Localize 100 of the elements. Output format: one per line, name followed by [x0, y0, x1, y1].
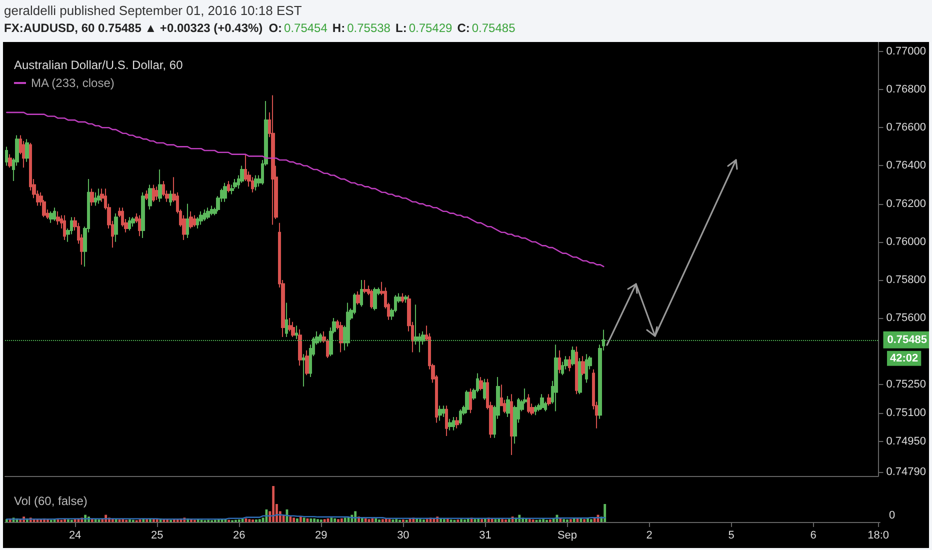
- candlestick: [445, 405, 448, 437]
- candlestick: [291, 321, 295, 338]
- bar: [443, 519, 446, 522]
- bar: [480, 519, 484, 522]
- bar: [456, 519, 460, 522]
- x-tick-label: 26: [233, 530, 246, 542]
- bar: [313, 518, 316, 522]
- candlestick: [479, 376, 483, 391]
- y-tick-label: 0.77000: [886, 46, 926, 58]
- candlestick: [363, 279, 367, 294]
- bar: [128, 519, 131, 522]
- candlestick: [455, 416, 459, 429]
- candlestick: [452, 416, 455, 431]
- candlestick: [148, 184, 152, 210]
- candlestick: [271, 94, 275, 226]
- text: FX:AUDUSD, 60 0.75485 ▲ +0.00323 (+0.43%): [4, 21, 263, 35]
- candlestick: [285, 302, 288, 338]
- candlestick: [56, 210, 60, 226]
- candlestick: [97, 188, 101, 204]
- bar: [292, 518, 296, 522]
- bar: [548, 519, 552, 522]
- candlestick: [442, 405, 445, 418]
- candlestick: [558, 350, 561, 374]
- candlestick: [339, 321, 343, 353]
- candlestick: [169, 190, 172, 206]
- candlestick: [534, 405, 537, 416]
- bar: [422, 519, 425, 522]
- candlestick: [506, 396, 510, 418]
- candlestick: [448, 418, 452, 431]
- line-series: [6, 112, 604, 268]
- bar: [402, 519, 404, 522]
- candlestick: [571, 346, 575, 366]
- y-tick-label: 0.76200: [886, 198, 926, 210]
- candlestick: [404, 294, 408, 304]
- candlestick: [568, 356, 571, 372]
- bar: [392, 519, 394, 522]
- candlestick: [346, 302, 350, 348]
- bar: [572, 518, 576, 522]
- bar: [337, 519, 340, 522]
- candlestick: [540, 394, 544, 410]
- candlestick: [53, 207, 56, 222]
- bar: [569, 519, 572, 522]
- x-tick-label: 24: [68, 530, 82, 542]
- candlestick: [254, 174, 257, 191]
- bar: [583, 519, 586, 522]
- bar: [255, 519, 258, 522]
- bar: [542, 519, 545, 522]
- x-tick-label: 31: [479, 530, 492, 542]
- candlestick: [510, 394, 513, 456]
- bar: [310, 518, 312, 522]
- candlestick: [295, 325, 298, 340]
- candlestick: [360, 279, 363, 308]
- bar: [364, 518, 367, 522]
- candlestick: [158, 169, 162, 202]
- x-tick-label: 29: [315, 530, 328, 542]
- candlestick: [63, 214, 66, 240]
- candlestick: [356, 290, 360, 306]
- y-tick-label: 0.76000: [886, 236, 926, 248]
- bar: [538, 519, 542, 522]
- ref-line-label: 0.75485: [887, 334, 928, 346]
- candlestick: [373, 287, 377, 311]
- x-tick-label: 25: [150, 530, 164, 542]
- y-tick-label: 0.75800: [886, 274, 926, 286]
- y-tick-label: 0.76400: [886, 160, 926, 172]
- bar: [344, 518, 346, 522]
- bar: [67, 519, 70, 522]
- candlestick: [527, 394, 530, 414]
- candlestick: [438, 405, 442, 422]
- candlestick: [90, 188, 94, 206]
- bar: [252, 519, 254, 522]
- bar: [320, 519, 322, 522]
- candlestick: [199, 210, 203, 226]
- bar: [299, 516, 302, 522]
- bar: [460, 519, 462, 522]
- candlestick: [227, 180, 230, 193]
- bar: [604, 504, 606, 522]
- bar: [340, 518, 343, 522]
- candlestick: [319, 332, 322, 344]
- chart-subtitle: geraldelli published September 01, 2016 10:18 EST: [4, 3, 302, 18]
- bar: [426, 519, 428, 522]
- bar: [289, 516, 292, 522]
- y-tick-label: 0.76800: [886, 84, 926, 96]
- candlestick: [469, 388, 472, 414]
- candlestick: [370, 288, 373, 309]
- x-tick-label: 18:0: [868, 530, 889, 542]
- candlestick: [547, 394, 551, 406]
- bar: [586, 518, 589, 522]
- bar: [580, 518, 582, 522]
- x-tick-label: 6: [810, 530, 816, 542]
- candlestick: [210, 205, 213, 216]
- text: 0: [889, 510, 896, 522]
- text: 42:02: [890, 352, 918, 364]
- bar: [590, 519, 592, 522]
- bar: [258, 519, 261, 522]
- candlestick: [465, 390, 469, 414]
- y-tick-label: 0.75600: [886, 312, 926, 324]
- candlestick: [189, 210, 193, 230]
- candlestick: [305, 350, 309, 376]
- candlestick: [302, 354, 305, 388]
- bar: [334, 518, 336, 522]
